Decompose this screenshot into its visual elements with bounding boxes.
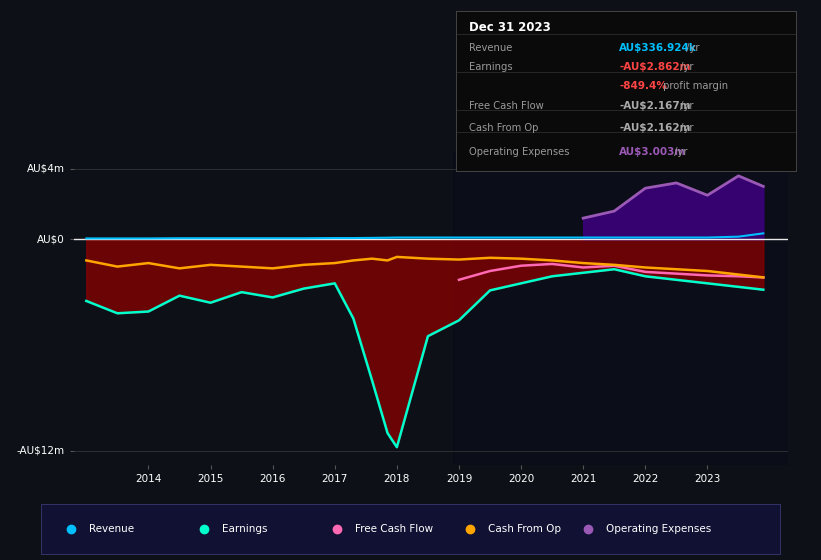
Text: /yr: /yr bbox=[677, 101, 694, 110]
Text: -AU$2.862m: -AU$2.862m bbox=[619, 62, 690, 72]
Text: Revenue: Revenue bbox=[470, 43, 512, 53]
Text: Earnings: Earnings bbox=[222, 524, 268, 534]
Text: AU$3.003m: AU$3.003m bbox=[619, 147, 686, 157]
Text: Earnings: Earnings bbox=[470, 62, 513, 72]
Text: Operating Expenses: Operating Expenses bbox=[470, 147, 570, 157]
Text: /yr: /yr bbox=[683, 43, 699, 53]
Text: /yr: /yr bbox=[672, 147, 688, 157]
Text: Revenue: Revenue bbox=[89, 524, 134, 534]
Text: Free Cash Flow: Free Cash Flow bbox=[355, 524, 433, 534]
Text: Operating Expenses: Operating Expenses bbox=[606, 524, 712, 534]
Bar bbox=[452, 151, 788, 465]
Text: -AU$12m: -AU$12m bbox=[16, 446, 65, 456]
Text: AU$336.924k: AU$336.924k bbox=[619, 43, 697, 53]
Text: /yr: /yr bbox=[677, 123, 694, 133]
Text: profit margin: profit margin bbox=[660, 81, 728, 91]
Text: Cash From Op: Cash From Op bbox=[470, 123, 539, 133]
Text: -AU$2.162m: -AU$2.162m bbox=[619, 123, 690, 133]
Text: /yr: /yr bbox=[677, 62, 694, 72]
Text: AU$4m: AU$4m bbox=[26, 164, 65, 174]
Text: Dec 31 2023: Dec 31 2023 bbox=[470, 21, 551, 34]
Text: Cash From Op: Cash From Op bbox=[488, 524, 561, 534]
Text: -849.4%: -849.4% bbox=[619, 81, 667, 91]
Text: -AU$2.167m: -AU$2.167m bbox=[619, 101, 690, 110]
Text: AU$0: AU$0 bbox=[37, 234, 65, 244]
Text: Free Cash Flow: Free Cash Flow bbox=[470, 101, 544, 110]
